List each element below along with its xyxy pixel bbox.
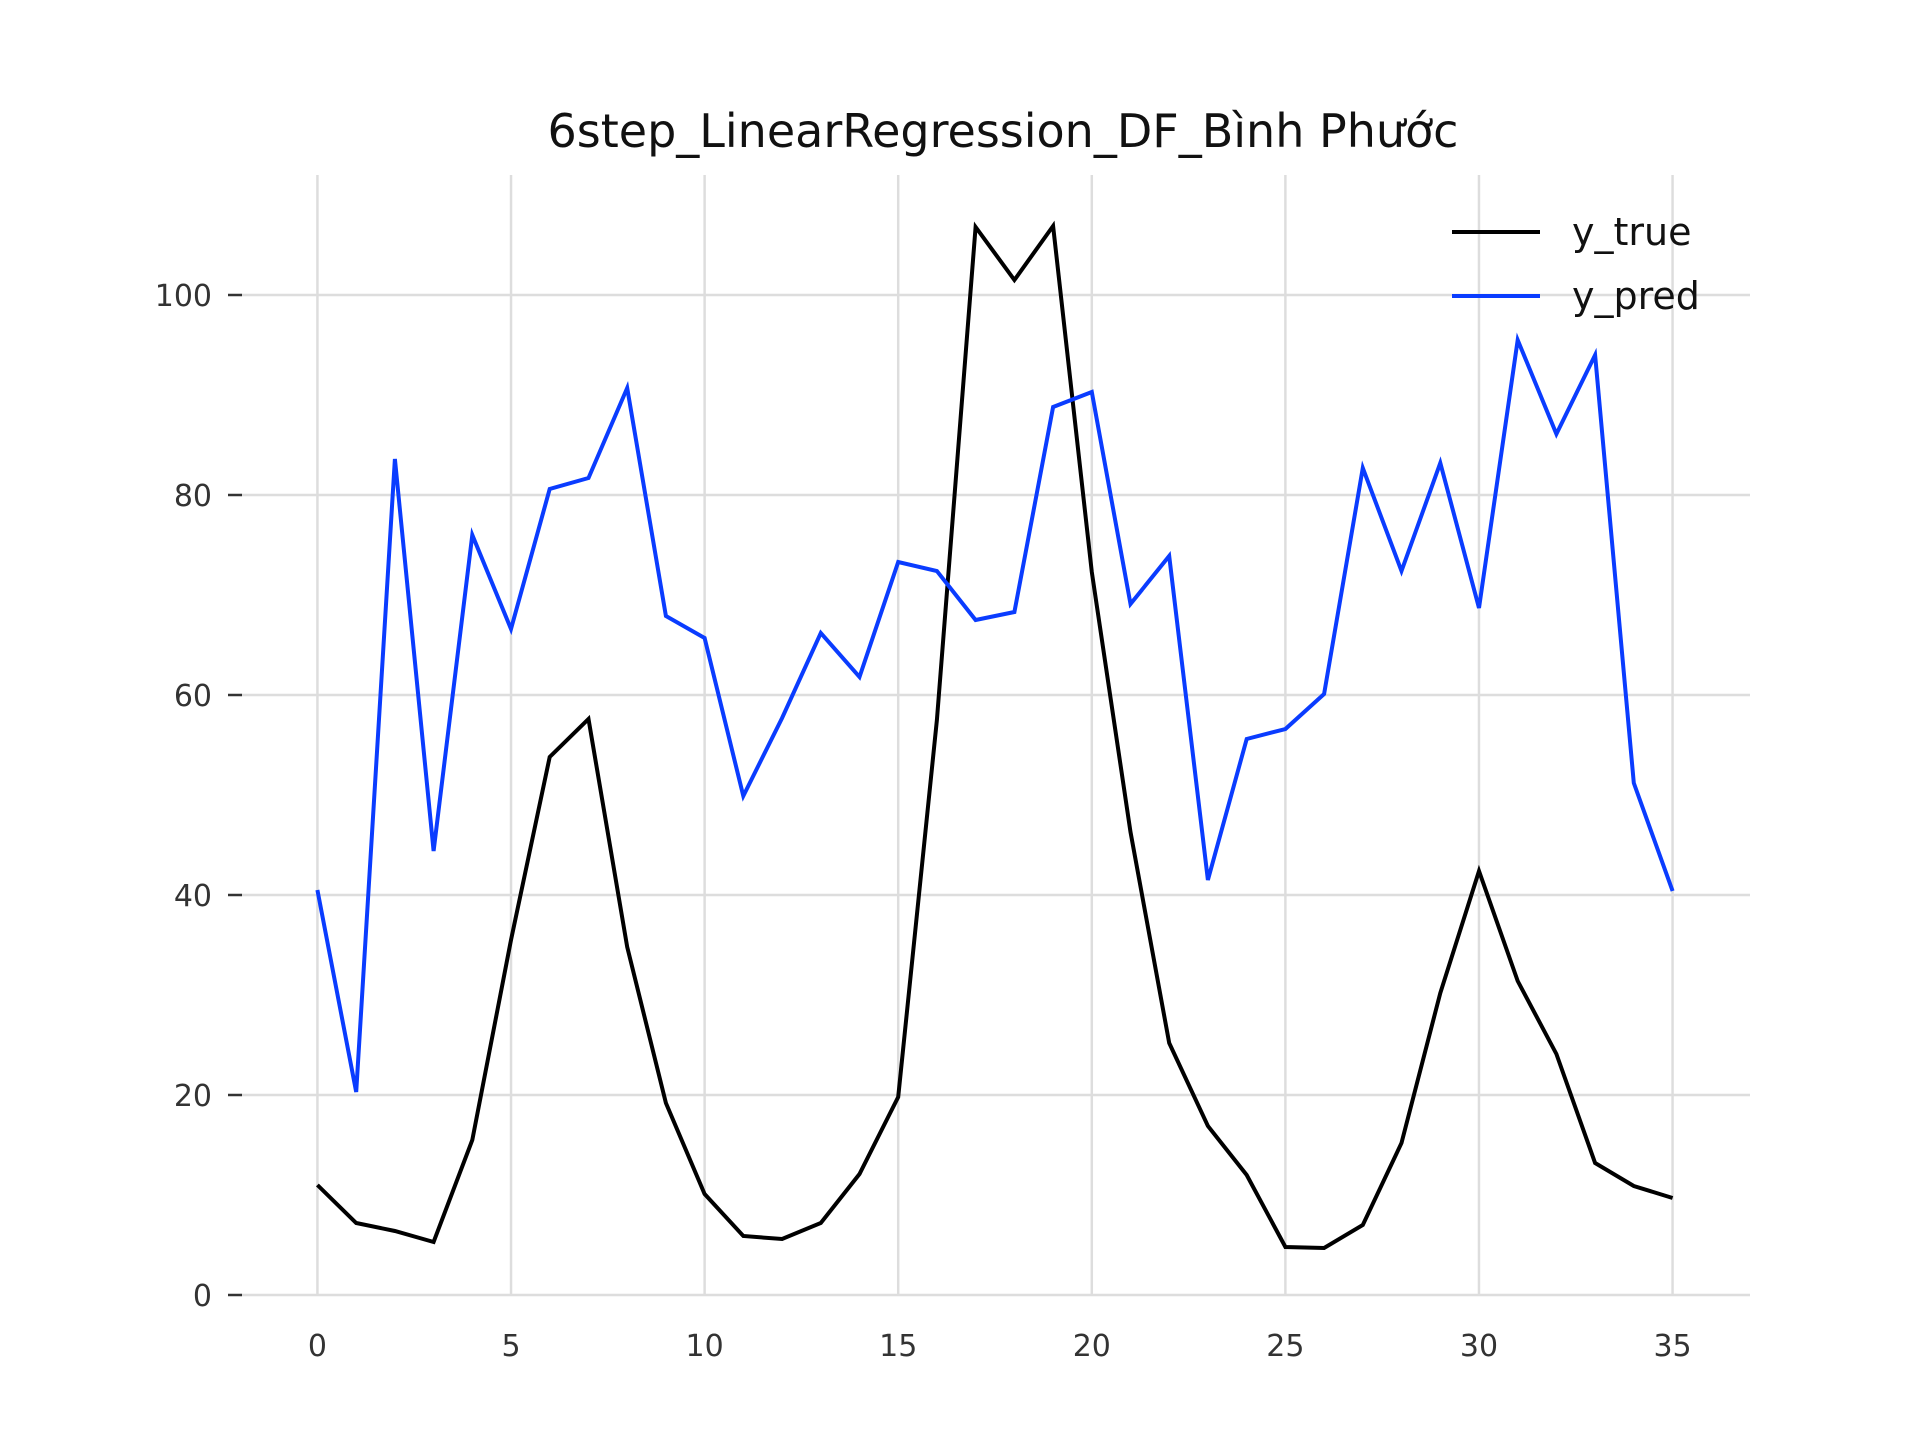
x-tick-label: 5 — [501, 1329, 520, 1364]
series-lines — [315, 220, 1675, 1251]
x-tick-label: 25 — [1266, 1329, 1304, 1364]
series-line-y-true — [316, 220, 1674, 1251]
y-tick-label: 0 — [193, 1279, 212, 1314]
series-line-y-pred — [315, 332, 1675, 1093]
y-tick-label: 20 — [174, 1079, 212, 1114]
x-tick-label: 15 — [879, 1329, 917, 1364]
x-tick-label: 0 — [308, 1329, 327, 1364]
x-tick-label: 30 — [1460, 1329, 1498, 1364]
y-tick-label: 40 — [174, 879, 212, 914]
axes: 0 5 10 15 20 25 30 35 0 20 40 60 80 100 — [155, 279, 1692, 1364]
legend: y_true y_pred — [1452, 210, 1700, 318]
legend-label-y-pred: y_pred — [1572, 274, 1700, 318]
y-tick-label: 80 — [174, 479, 212, 514]
y-tick-label: 100 — [155, 279, 212, 314]
y-tick-label: 60 — [174, 679, 212, 714]
chart-title: 6step_LinearRegression_DF_Bình Phước — [548, 104, 1459, 158]
x-tick-label: 20 — [1073, 1329, 1111, 1364]
legend-label-y-true: y_true — [1572, 210, 1691, 254]
x-tick-label: 35 — [1653, 1329, 1691, 1364]
grid — [240, 175, 1750, 1297]
x-tick-label: 10 — [686, 1329, 724, 1364]
